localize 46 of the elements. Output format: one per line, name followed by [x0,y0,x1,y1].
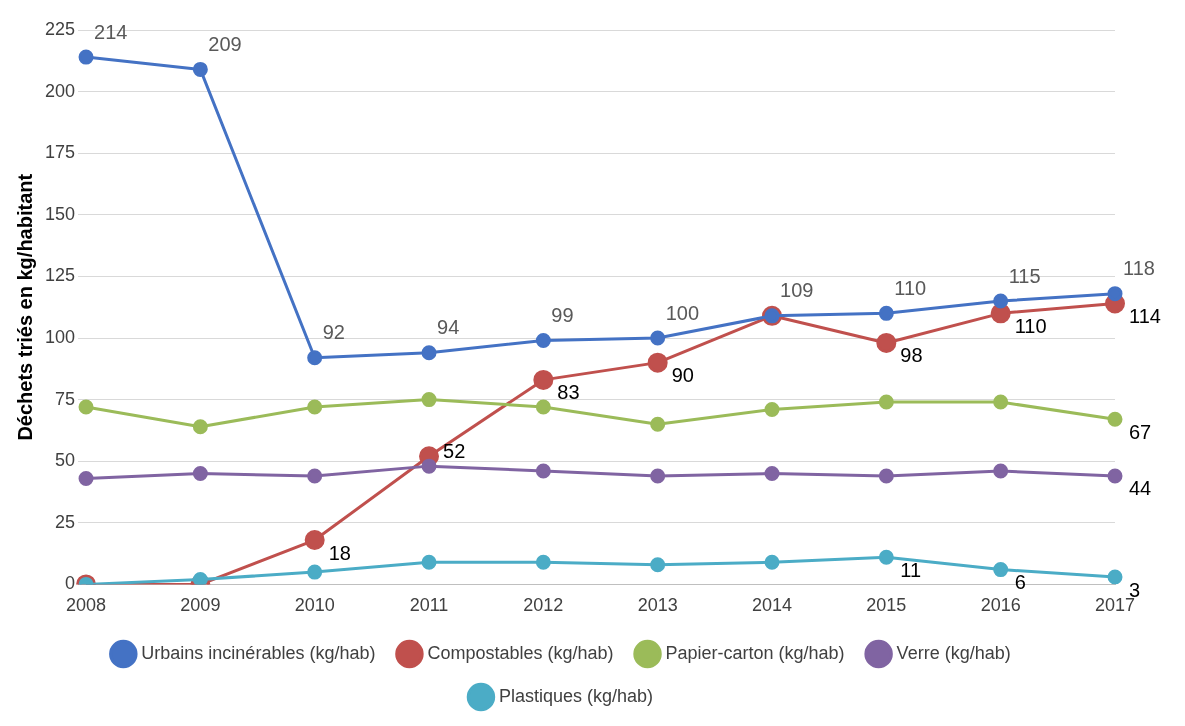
x-tick-label: 2012 [523,595,564,616]
y-tick-label: 225 [44,18,76,39]
x-tick-label: 2014 [751,595,793,616]
legend-label: Papier-carton (kg/hab) [665,642,845,663]
data-label: 83 [557,381,580,404]
data-label: 6 [1014,571,1026,594]
data-label: 11 [900,558,922,581]
legend-label: Verre (kg/hab) [896,642,1011,663]
x-tick-label: 2008 [66,595,107,616]
data-label: 115 [1008,264,1041,287]
y-tick-label: 150 [44,203,76,224]
data-label: 67 [1129,420,1152,443]
y-tick-label: 75 [55,388,76,409]
data-label: 90 [671,364,694,387]
data-label: 18 [328,541,351,564]
y-tick-label: 100 [44,326,76,347]
data-label: 209 [208,32,242,55]
data-label: 44 [1129,477,1152,500]
data-label: 92 [322,321,345,344]
legend-label: Plastiques (kg/hab) [498,685,654,706]
y-tick-label: 125 [44,265,76,286]
y-tick-label: 25 [55,511,76,532]
x-tick-label: 2011 [409,595,449,616]
data-label: 110 [894,276,927,299]
x-tick-label: 2016 [980,595,1021,616]
data-label: 114 [1129,305,1161,328]
y-tick-label: 50 [55,450,76,471]
data-label: 109 [780,279,814,302]
data-label: 99 [551,303,574,326]
x-tick-label: 2013 [637,595,678,616]
data-label: 94 [437,316,460,339]
data-label: 214 [94,20,128,43]
x-tick-label: 2009 [180,595,221,616]
legend-label: Compostables (kg/hab) [427,642,614,663]
x-tick-label: 2010 [294,595,335,616]
x-tick-label: 2015 [866,595,907,616]
y-tick-label: 200 [44,80,76,101]
legend-label: Urbains incinérables (kg/hab) [141,642,376,663]
y-axis-title: Déchets triés en kg/habitant [13,173,36,441]
data-label: 100 [665,301,700,324]
y-tick-label: 175 [44,142,76,163]
data-label: 110 [1014,314,1047,337]
y-tick-label: 0 [65,573,76,594]
data-label: 118 [1123,257,1155,280]
data-label: 52 [443,439,466,462]
data-label: 98 [900,344,923,367]
